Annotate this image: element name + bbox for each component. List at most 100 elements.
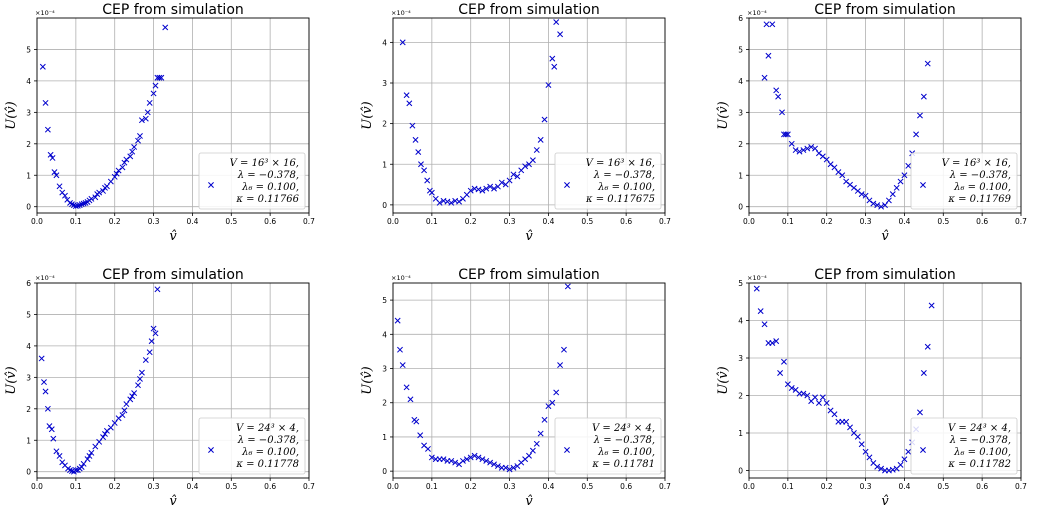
data-point (812, 145, 819, 152)
plot-frame (36, 17, 310, 214)
x-tick-label: 0.2 (821, 482, 833, 491)
data-point (115, 167, 122, 174)
y-axis-label: U(v̂) (716, 366, 731, 394)
data-point (533, 440, 540, 447)
data-point (100, 434, 107, 441)
x-tick-label: 0.5 (225, 217, 237, 226)
x-tick-label: 0.7 (659, 217, 671, 226)
data-point (854, 433, 861, 440)
data-point (115, 415, 122, 422)
data-point (111, 420, 118, 426)
data-point (553, 19, 560, 26)
y-axis-label: U(v̂) (4, 366, 19, 394)
legend-line: κ = 0.11782 (947, 459, 1011, 470)
x-axis-label: v̂ (169, 229, 177, 244)
data-point (131, 390, 138, 397)
y-tick-label: 4 (738, 77, 743, 86)
data-point (111, 173, 118, 180)
x-tick-label: 0.5 (581, 217, 593, 226)
data-point (901, 172, 908, 179)
data-point (874, 463, 881, 470)
legend-line: λ₆ = 0.100, (597, 182, 655, 193)
data-point (418, 161, 424, 168)
data-point (819, 153, 826, 160)
data-point (137, 132, 143, 139)
data-point (761, 74, 768, 81)
data-point (812, 394, 819, 401)
y-tick-label: 4 (382, 38, 387, 47)
data-point (839, 172, 846, 179)
data-point (48, 426, 55, 433)
data-point (107, 178, 114, 185)
data-point (150, 90, 157, 97)
y-scale-label: ×10⁻⁴ (747, 274, 767, 282)
data-point (121, 159, 128, 166)
plot-frame (748, 282, 1022, 479)
data-point (924, 60, 931, 67)
data-point (53, 448, 60, 455)
data-point (913, 131, 920, 138)
y-tick-label: 0 (738, 203, 743, 212)
y-axis-label: U(v̂) (360, 366, 375, 394)
data-point (889, 466, 896, 473)
legend-box (198, 417, 306, 475)
data-point (107, 424, 114, 431)
legend-box (554, 417, 662, 475)
data-point (858, 441, 865, 448)
y-scale-label: ×10⁻⁴ (391, 9, 411, 17)
x-tick-label: 0.7 (303, 217, 315, 226)
data-point (564, 283, 571, 290)
data-point (835, 169, 842, 176)
legend-line: λ₆ = 0.100, (953, 182, 1011, 193)
data-point (870, 200, 877, 207)
y-tick-label: 3 (382, 79, 387, 88)
x-tick-label: 0.5 (937, 482, 949, 491)
data-point (41, 379, 47, 386)
x-tick-label: 0.2 (109, 217, 121, 226)
data-point (862, 192, 869, 199)
data-point (428, 189, 435, 196)
x-tick-label: 0.1 (782, 217, 794, 226)
data-point (428, 454, 435, 461)
data-point (397, 346, 403, 353)
data-point (819, 394, 826, 401)
data-point (788, 385, 795, 391)
data-point (549, 399, 556, 406)
data-point (123, 156, 130, 163)
data-point (506, 466, 513, 473)
y-tick-label: 3 (26, 108, 31, 117)
y-tick-label: 4 (382, 330, 387, 339)
legend-line: V = 16³ × 16, (586, 158, 655, 169)
data-point (413, 418, 420, 425)
data-point (557, 362, 564, 369)
data-point (765, 52, 772, 59)
legend-line: V = 16³ × 16, (942, 158, 1011, 169)
x-tick-label: 0.7 (659, 482, 671, 491)
x-tick-label: 0.7 (1015, 482, 1027, 491)
data-point (119, 412, 126, 419)
data-point (394, 317, 401, 324)
data-point (146, 99, 153, 106)
data-point (452, 459, 459, 466)
data-point (467, 187, 474, 194)
legend-line: V = 16³ × 16, (230, 158, 299, 169)
y-tick-label: 3 (26, 373, 31, 382)
y-axis-label: U(v̂) (4, 101, 19, 129)
data-point (502, 464, 509, 471)
y-tick-label: 5 (738, 45, 743, 54)
y-tick-label: 1 (382, 433, 387, 442)
y-tick-label: 2 (738, 392, 743, 401)
data-point (471, 452, 478, 459)
data-point (138, 117, 145, 124)
data-point (100, 188, 107, 194)
data-point (769, 340, 776, 346)
plot-frame (748, 17, 1022, 214)
chart-title: CEP from simulation (814, 2, 956, 18)
legend-marker (564, 447, 570, 453)
data-point (773, 87, 780, 94)
x-axis-label: v̂ (525, 494, 533, 509)
data-point (529, 447, 536, 454)
data-point (129, 393, 136, 400)
y-scale-label: ×10⁻⁴ (35, 9, 55, 17)
y-tick-label: 3 (382, 365, 387, 374)
